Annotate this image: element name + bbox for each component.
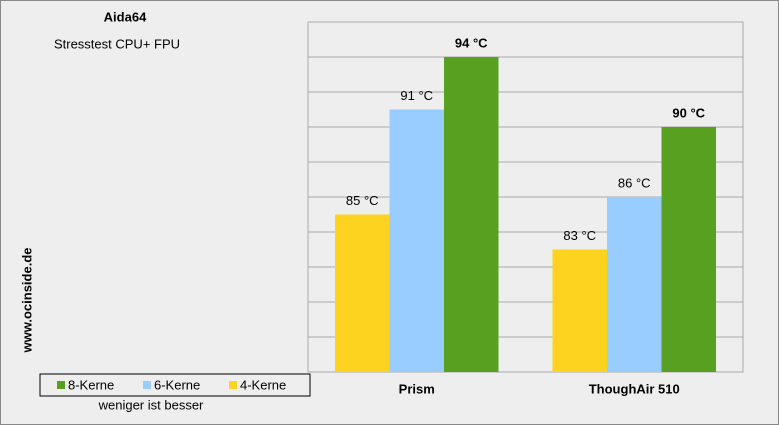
data-label: 90 °C bbox=[672, 105, 705, 120]
data-label: 91 °C bbox=[400, 88, 433, 103]
bar bbox=[389, 109, 444, 372]
data-label: 94 °C bbox=[455, 35, 488, 50]
bar bbox=[661, 127, 716, 372]
data-label: 85 °C bbox=[346, 193, 379, 208]
watermark: www.ocinside.de bbox=[19, 248, 34, 354]
data-label: 83 °C bbox=[563, 228, 596, 243]
bar bbox=[607, 197, 662, 372]
legend-box bbox=[39, 373, 311, 397]
legend-label: 8-Kerne bbox=[68, 377, 114, 392]
data-label: 86 °C bbox=[618, 175, 651, 190]
legend-label: 4-Kerne bbox=[240, 377, 286, 392]
legend-swatch bbox=[229, 381, 237, 389]
x-tick-label: Prism bbox=[399, 381, 435, 396]
bar bbox=[444, 57, 499, 372]
chart-title: Aida64 bbox=[104, 9, 147, 24]
x-tick-label: ThoughAir 510 bbox=[589, 381, 680, 396]
note: weniger ist besser bbox=[98, 397, 204, 412]
legend-swatch bbox=[143, 381, 151, 389]
legend-label: 6-Kerne bbox=[154, 377, 200, 392]
legend-swatch bbox=[57, 381, 65, 389]
bar bbox=[335, 214, 390, 372]
chart-subtitle: Stresstest CPU+ FPU bbox=[54, 36, 180, 51]
bar bbox=[552, 249, 607, 372]
